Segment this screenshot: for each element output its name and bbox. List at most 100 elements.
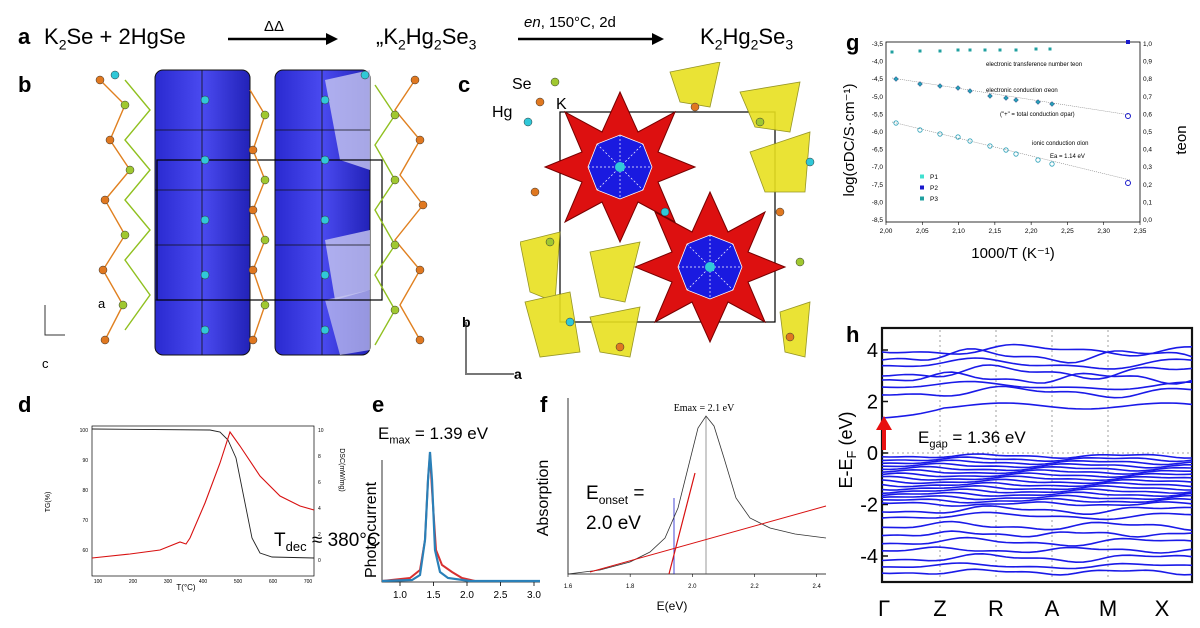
g-label-total: ("+" = total conduction σpar) <box>1000 112 1075 118</box>
d-xtick-label: 600 <box>269 579 278 585</box>
h-gap-arrowhead <box>876 416 892 430</box>
g-ytick-label: -8,0 <box>872 199 884 206</box>
g-y2tick-label: 0,8 <box>1143 76 1152 83</box>
d-xtick-label: 200 <box>129 579 138 585</box>
e-ylabel: Photo current <box>363 481 380 578</box>
g-y2tick-label: 0,6 <box>1143 111 1152 118</box>
g-label-teon: electronic transference number teon <box>986 62 1082 68</box>
g-point-econd <box>937 83 943 89</box>
g-point-ionic <box>893 120 899 126</box>
h-band <box>881 546 1193 554</box>
g-y2tick-label: 0,9 <box>1143 59 1152 66</box>
h-band <box>882 562 1193 570</box>
g-ylabel: log(σDC/S·cm⁻¹) <box>841 83 858 196</box>
atom-label-k: K <box>556 96 567 113</box>
g-xtick-label: 2,35 <box>1134 228 1147 235</box>
g-point-teon <box>983 48 987 52</box>
g-point-ionic <box>1013 151 1019 157</box>
h-band <box>881 494 1193 501</box>
g-y2tick-label: 0,2 <box>1143 182 1152 189</box>
g-legend-label: P3 <box>930 196 938 203</box>
h-band <box>881 348 1193 364</box>
g-point-ionic <box>1003 147 1009 153</box>
panel-label-d: d <box>18 392 32 417</box>
h-kpoint-label: A <box>1045 596 1060 621</box>
e-annotation: Emax = 1.39 eV <box>378 424 489 447</box>
g-ytick-label: -6,5 <box>872 147 884 154</box>
h-ytick-label: 0 <box>867 443 878 465</box>
panel-label-g: g <box>846 30 860 55</box>
photocurrent-chart: 1.0 1.5 2.0 2.5 3.0 Photo current <box>363 451 541 601</box>
d-y2tick-label: 0 <box>318 558 321 564</box>
d-ytick-label: 100 <box>80 428 89 434</box>
f-xtick-label: 2.0 <box>688 584 697 590</box>
h-band <box>881 488 1193 495</box>
h-ytick-label: -4 <box>860 546 878 568</box>
g-point-econd <box>1049 101 1055 107</box>
f-xlabel: E(eV) <box>657 599 688 613</box>
d-ytick-label: 80 <box>82 488 88 494</box>
g-y2tick-label: 0,0 <box>1143 217 1152 224</box>
g-point-teon <box>1048 47 1052 51</box>
e-xtick-label: 1.0 <box>393 590 407 601</box>
reaction-condition-2: en, 150°C, 2d <box>524 14 616 31</box>
d-xtick-label: 500 <box>234 579 243 585</box>
h-band <box>882 357 1193 370</box>
g-point-teon <box>968 48 972 52</box>
h-band <box>881 491 1193 498</box>
g-fit-ionic <box>891 121 1131 181</box>
h-band <box>881 380 1192 391</box>
h-band <box>881 530 1193 538</box>
g-xlabel: 1000/T (K⁻¹) <box>971 245 1055 262</box>
g-ytick-label: -8,5 <box>872 217 884 224</box>
g-ytick-label: -3,5 <box>872 41 884 48</box>
g-legend-marker <box>920 196 924 201</box>
g-point-ionic <box>987 143 993 149</box>
g-point-ionic <box>1049 161 1055 167</box>
h-band <box>881 520 1193 532</box>
g-xtick-label: 2,25 <box>1061 228 1074 235</box>
g-ytick-label: -7,0 <box>872 164 884 171</box>
g-xtick-label: 2,10 <box>952 228 965 235</box>
h-band <box>881 371 1193 385</box>
chart-frame-d <box>91 425 315 577</box>
g-ytick-label: -4,5 <box>872 76 884 83</box>
h-band <box>881 552 1193 564</box>
axis-label-c-b: c <box>42 356 49 371</box>
h-ytick-label: 4 <box>867 340 878 362</box>
g-point-ionic <box>1125 180 1131 186</box>
g-point-econd <box>955 85 961 91</box>
h-band <box>881 475 1193 482</box>
e-xtick-label: 2.5 <box>494 590 508 601</box>
d-ytick-label: 60 <box>82 548 88 554</box>
h-band <box>881 505 1193 515</box>
panel-label-h: h <box>846 322 860 347</box>
h-kpoint-label: Γ <box>878 596 890 621</box>
h-band <box>881 511 1193 521</box>
panel-label-b: b <box>18 72 32 97</box>
atom-label-se: Se <box>512 76 532 93</box>
g-ytick-label: -6,0 <box>872 129 884 136</box>
g-legend-marker <box>920 185 924 190</box>
g-ytick-label: -7,5 <box>872 182 884 189</box>
e-curve-blue <box>381 451 540 583</box>
g-point-econd <box>1125 113 1131 119</box>
reaction-arrow-2 <box>518 33 664 45</box>
h-band <box>881 465 1193 472</box>
g-xtick-label: 2,20 <box>1025 228 1038 235</box>
f-ylabel: Absorption <box>535 460 552 537</box>
h-ytick-label: 2 <box>867 392 878 414</box>
crystal-structure-c <box>520 62 815 358</box>
g-ytick-label: -5,0 <box>872 94 884 101</box>
dsc-curve <box>91 430 315 559</box>
h-band <box>881 385 1193 399</box>
h-band <box>881 568 1193 576</box>
g-point-ionic <box>1035 157 1041 163</box>
crystal-structure-b <box>95 69 428 356</box>
axis-label-b-c: b <box>462 314 471 330</box>
d-y2tick-label: 4 <box>318 506 321 512</box>
d-y2tick-label: 10 <box>318 428 324 434</box>
h-ytick-label: -2 <box>860 495 878 517</box>
absorption-chart: 1.6 1.8 2.0 2.2 2.4 Absorption E(eV) Emax = … <box>535 398 827 613</box>
g-xtick-label: 2,30 <box>1097 228 1110 235</box>
